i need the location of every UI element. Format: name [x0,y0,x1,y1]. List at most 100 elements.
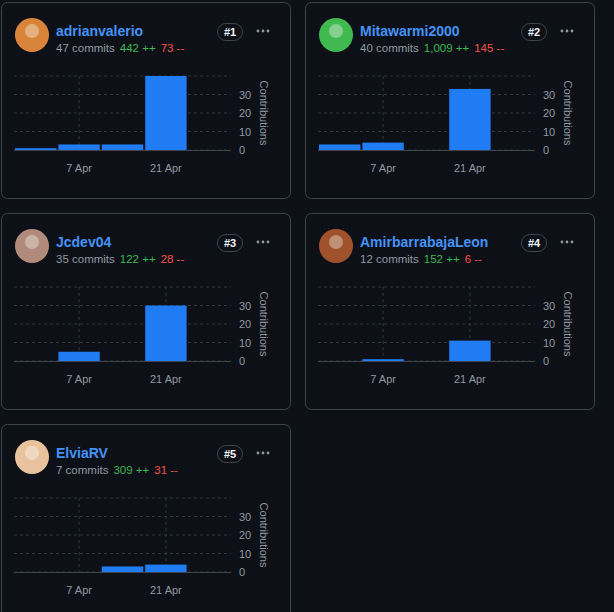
bar [493,361,534,362]
bar [493,150,534,151]
contributor-card: adrianvalerio47 commits442 ++73 --#10102… [2,3,291,199]
x-tick-label: 7 Apr [66,162,92,174]
bar [189,361,230,362]
grid-line [318,324,535,325]
x-grid-line [165,498,166,572]
bar [58,144,99,150]
y-tick-label: 0 [543,355,549,367]
y-axis-label: Contributions [258,292,270,357]
additions: 122 ++ [120,253,156,265]
y-axis-label: Contributions [562,292,574,357]
bar [102,566,143,572]
contributors-page: adrianvalerio47 commits442 ++73 --#10102… [0,0,614,612]
menu-dot[interactable] [566,241,569,244]
x-grid-line [383,76,384,150]
grid-line [318,305,535,306]
bar [58,572,99,573]
x-tick-label: 7 Apr [66,584,92,596]
deletions: 6 -- [465,253,482,265]
menu-dot[interactable] [267,452,270,455]
x-tick-label: 7 Apr [66,373,92,385]
x-tick-label: 21 Apr [150,373,182,385]
x-axis-line [14,572,231,573]
grid-line [14,535,231,536]
deletions: 73 -- [161,42,185,54]
grid-line [318,361,535,362]
grid-line [14,131,231,132]
grid-line [14,342,231,343]
avatar-detail [329,24,343,38]
x-grid-line [383,287,384,361]
rank-badge [522,235,547,252]
bar [362,359,403,361]
additions: 442 ++ [120,42,156,54]
additions: 309 ++ [113,464,149,476]
y-tick-label: 10 [239,337,251,349]
y-tick-label: 30 [543,300,555,312]
menu-dot[interactable] [561,241,564,244]
menu-dot[interactable] [571,241,574,244]
y-tick-label: 20 [239,107,251,119]
grid-line [318,131,535,132]
menu-dot[interactable] [262,241,265,244]
grid-line [14,305,231,306]
menu-dot[interactable] [571,30,574,33]
y-axis-label: Contributions [258,503,270,568]
avatar-detail [25,446,39,460]
card-frame [306,214,595,410]
rank-badge [218,24,243,41]
y-axis-label: Contributions [562,81,574,146]
y-tick-label: 0 [239,355,245,367]
menu-dot[interactable] [257,30,260,33]
contributor-card: Jcdev0435 commits122 ++28 --#30102030Con… [2,214,291,410]
menu-dot[interactable] [257,452,260,455]
y-tick-label: 10 [543,126,555,138]
x-tick-label: 7 Apr [370,373,396,385]
grid-line [14,516,231,517]
rank-badge [218,446,243,463]
y-tick-label: 10 [543,337,555,349]
y-tick-label: 30 [239,89,251,101]
menu-dot[interactable] [262,30,265,33]
deletions: 31 -- [154,464,178,476]
menu-dot[interactable] [257,241,260,244]
grid-line [14,553,231,554]
contributor-card: AmirbarrabajaLeon12 commits152 ++6 --#40… [306,214,595,410]
y-tick-label: 0 [239,566,245,578]
avatar [15,229,49,263]
menu-dot[interactable] [566,30,569,33]
x-tick-label: 21 Apr [150,162,182,174]
avatar [319,18,353,52]
bar [362,143,403,150]
username: adrianvalerio [56,23,143,39]
y-tick-label: 20 [239,529,251,541]
y-tick-label: 10 [239,126,251,138]
additions: 152 ++ [424,253,460,265]
x-grid-line [79,498,80,572]
bar [189,150,230,151]
bar [319,144,360,150]
x-tick-label: 21 Apr [150,584,182,596]
menu-dot[interactable] [561,30,564,33]
commits: 47 commits [56,42,115,54]
bars [58,306,186,362]
grid-line [318,94,535,95]
grid-line [318,113,535,114]
bar [58,352,99,361]
y-tick-label: 30 [543,89,555,101]
rank-badge [218,235,243,252]
card-frame [2,425,291,612]
x-axis-line [14,361,231,362]
bar [145,306,186,362]
menu-dot[interactable] [262,452,265,455]
x-grid-line [79,76,80,150]
rank: #4 [528,237,541,249]
bar [189,572,230,573]
bar [145,565,186,572]
menu-dot[interactable] [267,241,270,244]
rank: #2 [528,26,540,38]
grid-line [14,324,231,325]
range-top-line [14,76,231,77]
menu-dot[interactable] [267,30,270,33]
x-axis-line [318,361,535,362]
